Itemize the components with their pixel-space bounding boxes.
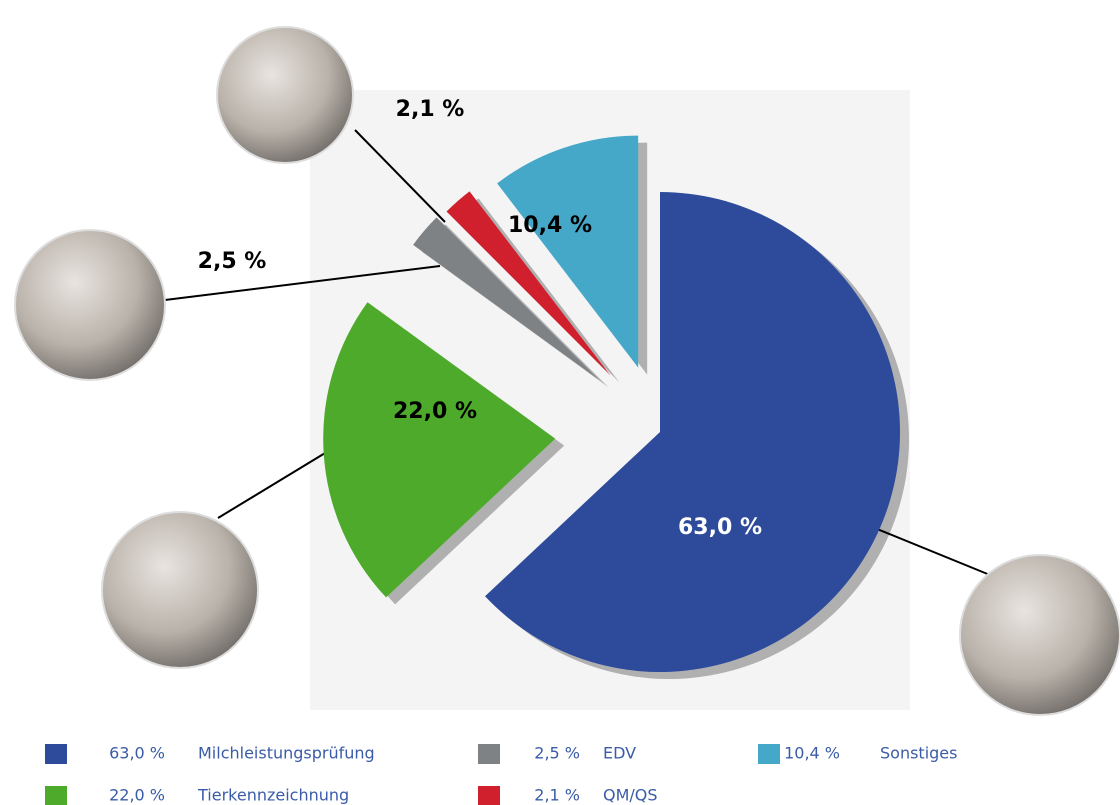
legend-label: Tierkennzeichnung: [197, 786, 349, 805]
slice: [323, 302, 556, 598]
pie: 63,0 % 22,0 % 2,5 % 2,1 % 10,4 %: [198, 97, 909, 679]
slice-label: 22,0 %: [393, 399, 477, 424]
photo: [14, 229, 166, 381]
slice: [497, 135, 639, 368]
legend-label: QM/QS: [603, 786, 658, 805]
slice: [413, 217, 600, 381]
legend-swatch: [758, 744, 780, 764]
photo: [216, 26, 354, 164]
legend-swatch: [45, 786, 67, 805]
legend-value: 2,5 %: [534, 744, 580, 763]
legend: 63,0 % Milchleistungsprüfung 22,0 % Tierken…: [45, 744, 957, 805]
leader-line: [354, 129, 446, 223]
slice: [485, 192, 900, 672]
slice-label: 63,0 %: [678, 515, 762, 540]
photos: [14, 26, 1120, 716]
slice-label: 2,5 %: [198, 249, 267, 274]
legend-label: Sonstiges: [880, 744, 957, 763]
photo: [959, 554, 1120, 716]
slice-label: 10,4 %: [508, 213, 592, 238]
legend-value: 10,4 %: [784, 744, 840, 763]
legend-label: Milchleistungsprüfung: [198, 744, 375, 763]
legend-value: 22,0 %: [109, 786, 165, 805]
slice: [446, 191, 611, 376]
legend-label: EDV: [603, 744, 636, 763]
leader-line: [217, 446, 336, 519]
legend-swatch: [478, 786, 500, 805]
legend-swatch: [478, 744, 500, 764]
legend-value: 2,1 %: [534, 786, 580, 805]
leader-line: [164, 265, 441, 301]
photo: [101, 511, 259, 669]
legend-swatch: [45, 744, 67, 764]
legend-value: 63,0 %: [109, 744, 165, 763]
slice-label: 2,1 %: [396, 97, 465, 122]
